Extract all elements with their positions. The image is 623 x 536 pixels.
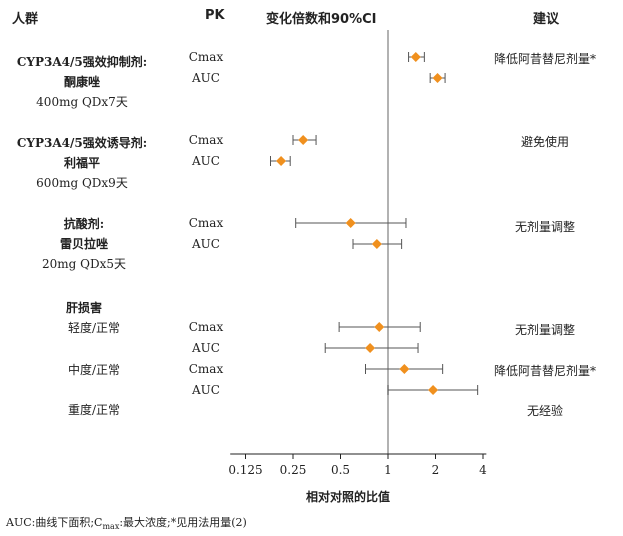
group-ketoconazole: CYP3A4/5强效抑制剂: 酮康唑 400mg QDx7天	[0, 52, 172, 112]
estimate-marker	[371, 239, 382, 249]
footnote: AUC:曲线下面积;Cmax:最大浓度;*见用法用量(2)	[6, 514, 247, 531]
group-dose: 600mg QDx9天	[36, 176, 128, 190]
pk-label: Cmax	[188, 133, 224, 147]
estimate-marker	[345, 218, 356, 228]
pk-label: AUC	[192, 154, 220, 168]
group-drug: 雷贝拉唑	[59, 237, 108, 251]
group-drug: 利福平	[63, 156, 100, 170]
pk-label: Cmax	[188, 362, 224, 376]
group-rifampin: CYP3A4/5强效诱导剂: 利福平 600mg QDx9天	[0, 133, 172, 193]
pk-label: AUC	[192, 71, 220, 85]
estimate-marker	[298, 135, 309, 145]
x-tick-label: 0.125	[228, 463, 262, 477]
header-pk: PK	[205, 8, 225, 23]
advice-hepatic-moderate: 降低阿昔替尼剂量*	[493, 364, 596, 378]
header-population: 人群	[12, 12, 39, 27]
pk-label: Cmax	[188, 320, 224, 334]
advice-hepatic-mild: 无剂量调整	[514, 323, 575, 337]
x-tick-label: 0.25	[280, 463, 307, 477]
group-dose: 400mg QDx7天	[36, 95, 128, 109]
group-label: CYP3A4/5强效抑制剂:	[16, 55, 148, 69]
estimate-marker	[276, 156, 287, 166]
estimate-marker	[365, 343, 376, 353]
pk-label: AUC	[192, 383, 220, 397]
group-label: 肝损害	[65, 301, 102, 315]
advice-rabeprazole: 无剂量调整	[514, 220, 575, 234]
header-recommendation: 建议	[533, 12, 560, 27]
x-tick-label: 1	[384, 463, 392, 477]
group-label: 抗酸剂:	[63, 217, 105, 231]
pk-label: Cmax	[188, 216, 224, 230]
estimate-marker	[374, 322, 385, 332]
estimate-marker	[410, 52, 421, 62]
x-tick-label: 2	[432, 463, 440, 477]
group-hepatic: 肝损害	[0, 298, 174, 318]
hepatic-moderate: 中度/正常	[67, 363, 121, 377]
group-drug: 酮康唑	[63, 75, 100, 89]
footnote-text-rest: :最大浓度;*见用法用量(2)	[119, 516, 247, 529]
group-dose: 20mg QDx5天	[41, 257, 126, 271]
footnote-text: AUC:曲线下面积;C	[6, 516, 103, 529]
pk-label: AUC	[192, 341, 220, 355]
group-label: CYP3A4/5强效诱导剂:	[16, 136, 148, 150]
footnote-sub: max	[102, 522, 120, 532]
pk-label: AUC	[192, 237, 220, 251]
hepatic-mild: 轻度/正常	[67, 321, 121, 335]
x-axis-label: 相对对照的比值	[306, 490, 391, 504]
header-fold-change: 变化倍数和90%CI	[266, 12, 377, 27]
estimate-marker	[432, 73, 443, 83]
advice-hepatic-severe: 无经验	[526, 404, 563, 418]
x-tick-label: 0.5	[331, 463, 350, 477]
x-tick-label: 4	[479, 463, 487, 477]
hepatic-severe: 重度/正常	[67, 403, 121, 417]
estimate-marker	[428, 385, 439, 395]
estimate-marker	[399, 364, 410, 374]
advice-rifampin: 避免使用	[520, 135, 569, 149]
advice-ketoconazole: 降低阿昔替尼剂量*	[493, 52, 596, 66]
group-rabeprazole: 抗酸剂: 雷贝拉唑 20mg QDx5天	[0, 214, 174, 274]
pk-label: Cmax	[188, 50, 224, 64]
